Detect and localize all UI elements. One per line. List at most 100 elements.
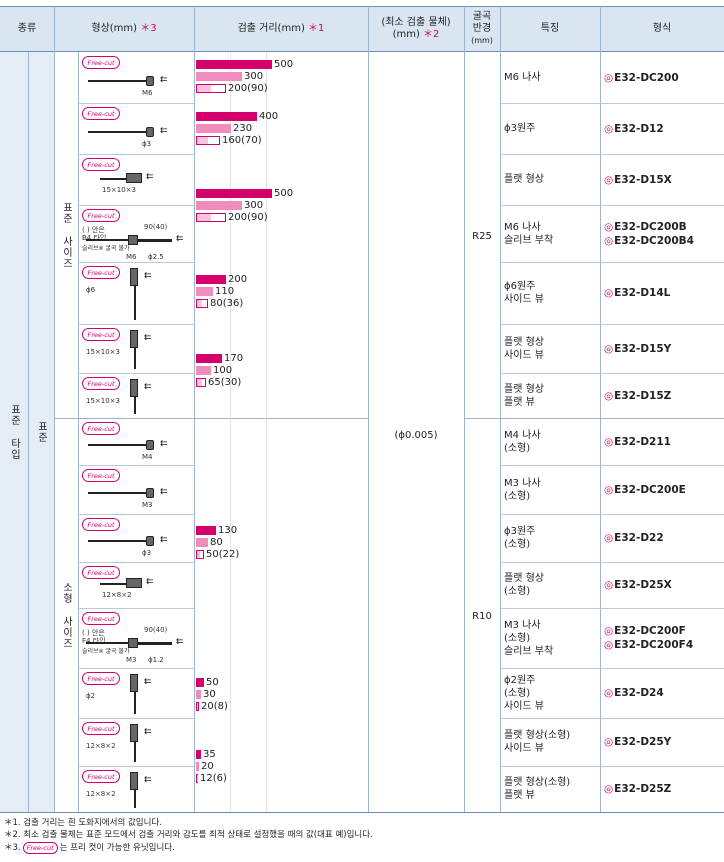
distance-bar-label: 500 <box>274 59 294 70</box>
feature-line: M6 나사 <box>504 221 541 233</box>
feature-text: ϕ6원주 사이드 뷰 <box>504 280 544 306</box>
sensor-head <box>146 440 154 450</box>
light-arrow-icon: ⇇ <box>144 727 152 737</box>
feature-cell: 플랫 형상 플랫 뷰 <box>502 373 598 418</box>
feature-text: M6 나사 <box>504 71 541 84</box>
sensor-head <box>126 578 142 588</box>
distance-bar-inner <box>197 85 211 92</box>
feature-cell: 플랫 형상(소형) 플랫 뷰 <box>502 766 598 812</box>
feature-line: M3 나사 <box>504 619 541 631</box>
model-mark-icon: ◎ <box>604 71 614 84</box>
model-code: E32-D15X <box>614 173 672 186</box>
model-mark-icon: ◎ <box>604 220 614 233</box>
light-arrow-icon: ⇇ <box>160 75 168 85</box>
model-mark-icon: ◎ <box>604 736 614 748</box>
feature-text: 플랫 형상 <box>504 173 544 186</box>
model-code: E32-D12 <box>614 122 664 135</box>
feature-line: (소형) <box>504 490 531 502</box>
light-arrow-icon: ⇇ <box>146 577 154 587</box>
free-cut-badge: Free-cut <box>82 566 120 579</box>
feature-line: M6 나사 <box>504 72 541 83</box>
distance-bar-label: 200 <box>228 274 248 285</box>
feature-text: M4 나사 (소형) <box>504 429 541 455</box>
type-column-bg <box>0 52 54 812</box>
feature-line: ϕ2원주 <box>504 674 536 686</box>
feature-line: (소형) <box>504 586 531 597</box>
light-arrow-icon: ⇇ <box>146 172 154 182</box>
sensor-head <box>126 173 142 183</box>
free-cut-badge: Free-cut <box>22 842 58 854</box>
fiber-cable <box>134 346 136 369</box>
distance-bar <box>196 136 220 145</box>
distance-bar-label: 20 <box>201 761 214 772</box>
distance-bar-inner <box>197 214 211 221</box>
model-entry: ◎ E32-D15Y <box>604 342 671 356</box>
fiber-cable <box>100 178 126 180</box>
model-code: E32-DC200F <box>614 625 686 637</box>
row-separator <box>78 465 194 466</box>
model-mark-icon: ◎ <box>604 389 614 402</box>
light-arrow-icon: ⇇ <box>176 637 184 647</box>
header-shape: 형상(mm) ＊3 <box>54 6 194 52</box>
model-code: E32-DC200 <box>614 71 679 84</box>
distance-bar-label: 65(30) <box>208 377 242 388</box>
row-separator <box>78 205 194 206</box>
grid-line <box>194 6 195 812</box>
sensor-head <box>146 127 154 137</box>
model-entry: ◎ E32-D25Y <box>604 735 671 749</box>
feature-cell: M6 나사 <box>502 52 598 103</box>
light-arrow-icon: ⇇ <box>160 126 168 136</box>
sensor-head <box>130 724 138 742</box>
shape-dimension-label: ( ) 안은 <box>82 629 105 637</box>
row-separator <box>78 668 194 669</box>
shape-dimension-label: 15×10×3 <box>86 348 120 356</box>
distance-bar <box>196 112 257 121</box>
model-mark-icon: ◎ <box>604 579 614 591</box>
model-cell: ◎ E32-D24 <box>600 668 724 718</box>
distance-bar-label: 80(36) <box>210 298 244 309</box>
light-arrow-icon: ⇇ <box>144 382 152 392</box>
feature-cell: 플랫 형상 (소형) <box>502 562 598 608</box>
shape-dimension-label: M3 <box>142 501 153 509</box>
feature-line: 플랫 뷰 <box>504 396 535 408</box>
header-model: 형식 <box>600 6 724 52</box>
feature-line: 사이드 뷰 <box>504 349 544 361</box>
model-entry: ◎ E32-DC200F4 <box>604 638 693 652</box>
model-cell: ◎ E32-D14L <box>600 262 724 324</box>
model-code: E32-D15Z <box>614 389 672 402</box>
grid-line <box>500 6 501 812</box>
fiber-cable <box>86 642 130 644</box>
sleeve <box>138 642 172 645</box>
feature-text: M3 나사 (소형) <box>504 477 541 503</box>
free-cut-badge: Free-cut <box>82 107 120 120</box>
model-code: E32-D25Y <box>614 736 672 748</box>
shape-dimension-label: M6 <box>142 89 153 97</box>
shape-dimension-label: 12×8×2 <box>86 790 116 798</box>
feature-text: 플랫 형상 (소형) <box>504 572 544 598</box>
row-separator <box>78 373 194 374</box>
model-entry: ◎ E32-DC200B4 <box>604 234 694 248</box>
feature-text: 플랫 형상(소형) 플랫 뷰 <box>504 776 570 802</box>
model-entry: ◎ E32-D14L <box>604 286 670 300</box>
feature-cell: M4 나사 (소형) <box>502 418 598 465</box>
distance-bar <box>196 72 242 81</box>
model-entry: ◎ E32-DC200F <box>604 624 686 638</box>
model-cell: ◎ E32-D15Z <box>600 373 724 418</box>
grid-line <box>464 6 465 812</box>
header-type: 종류 <box>0 6 54 52</box>
sensor-head <box>146 536 154 546</box>
row-separator <box>500 766 724 767</box>
feature-cell: 플랫 형상 사이드 뷰 <box>502 324 598 373</box>
distance-bar-label: 12(6) <box>200 773 227 784</box>
model-mark-icon: ◎ <box>604 342 614 355</box>
header-shape-label: 형상(mm) <box>91 23 138 34</box>
sensor-head <box>130 674 138 692</box>
distance-bar <box>196 189 272 198</box>
model-mark-icon: ◎ <box>604 625 614 637</box>
distance-bar-inner <box>197 379 202 386</box>
fiber-cable <box>88 492 146 494</box>
fiber-cable <box>88 444 146 446</box>
model-code: E32-DC200E <box>614 483 686 496</box>
header-model-label: 형식 <box>652 23 672 34</box>
distance-bar <box>196 213 226 222</box>
